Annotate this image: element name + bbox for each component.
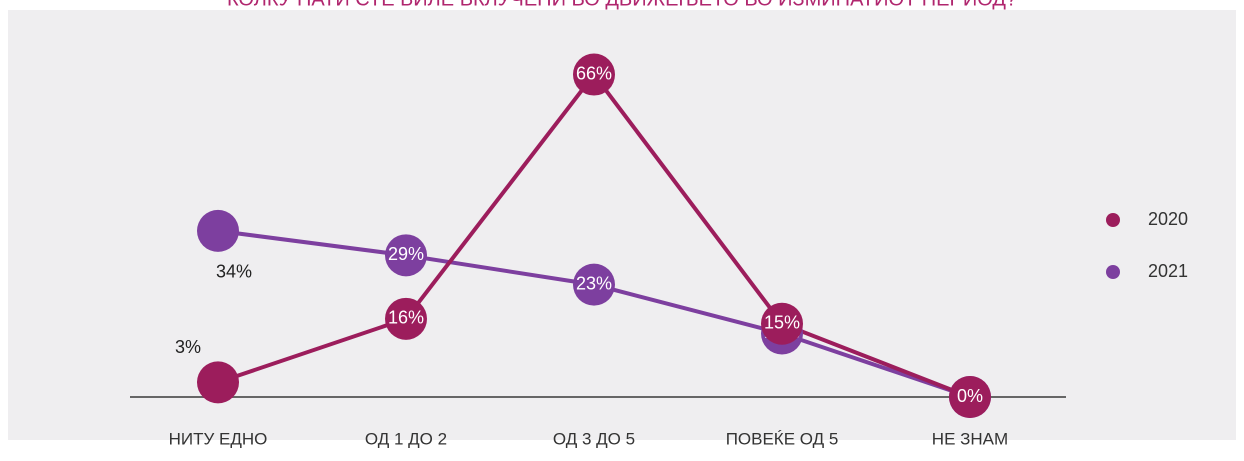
x-tick-label: ПОВЕЌЕ ОД 5 — [726, 429, 839, 448]
marker — [761, 302, 803, 345]
x-tick-label: ОД 1 ДО 2 — [365, 429, 447, 448]
plot-background — [8, 10, 1236, 440]
x-tick-label: ОД 3 ДО 5 — [553, 429, 635, 448]
marker — [197, 361, 239, 404]
data-label: 29% — [388, 244, 424, 264]
marker — [573, 53, 615, 96]
data-label: 15% — [764, 312, 800, 332]
x-tick-label: НЕ ЗНАМ — [932, 429, 1008, 448]
marker — [385, 297, 427, 340]
legend-marker — [1106, 265, 1120, 279]
data-label: 23% — [576, 273, 612, 293]
data-label: 34% — [216, 262, 252, 282]
chart-title: КОЛКУ ПАТИ СТЕ БИЛЕ ВКЛУЧЕНИ ВО ДВИЖЕЊЕТ… — [227, 0, 1017, 10]
data-label: 16% — [388, 308, 424, 328]
marker — [949, 376, 991, 418]
data-label: 3% — [175, 337, 201, 357]
legend-label: 2021 — [1148, 261, 1188, 281]
marker — [385, 234, 427, 277]
legend-marker — [1106, 213, 1120, 227]
x-tick-label: НИТУ ЕДНО — [169, 429, 268, 448]
top-strip — [0, 0, 1244, 10]
data-label: 0% — [957, 386, 983, 406]
legend-label: 2020 — [1148, 209, 1188, 229]
marker — [573, 263, 615, 306]
data-label: 66% — [576, 63, 612, 83]
marker — [197, 209, 239, 252]
